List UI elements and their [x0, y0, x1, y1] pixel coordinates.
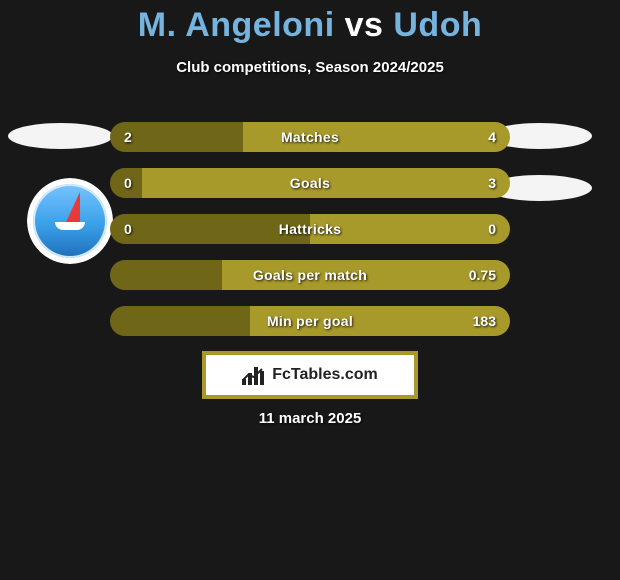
- comparison-bars: 24Matches 03Goals 00Hattricks 0.75Goals per…: [110, 122, 510, 352]
- bar-row: 03Goals: [110, 168, 510, 198]
- bar-left-fill: [110, 168, 142, 198]
- bar-row: 183Min per goal: [110, 306, 510, 336]
- bar-right-fill: [142, 168, 510, 198]
- team-logo-hull-icon: [55, 222, 85, 230]
- bar-row: 00Hattricks: [110, 214, 510, 244]
- bar-left-fill: [110, 260, 222, 290]
- bar-left-fill: [110, 306, 250, 336]
- title-right: Udoh: [393, 6, 482, 44]
- bar-right-fill: [250, 306, 510, 336]
- bar-row: 24Matches: [110, 122, 510, 152]
- bar-right-fill: [222, 260, 510, 290]
- bar-right-fill: [243, 122, 510, 152]
- watermark-text: FcTables.com: [272, 366, 378, 384]
- bar-chart-icon: [242, 365, 266, 385]
- team-logo: [27, 178, 113, 264]
- bar-left-fill: [110, 214, 310, 244]
- watermark-prefix: Fc: [272, 366, 291, 383]
- team-logo-sail-icon: [66, 192, 80, 222]
- page-title: M. Angeloni vs Udoh: [0, 0, 620, 45]
- subtitle: Club competitions, Season 2024/2025: [0, 59, 620, 76]
- watermark-suffix: .com: [340, 366, 377, 383]
- title-left: M. Angeloni: [138, 6, 335, 44]
- title-mid: vs: [335, 6, 394, 44]
- player-badge-left: [8, 123, 113, 149]
- bar-left-fill: [110, 122, 243, 152]
- watermark: FcTables.com: [202, 351, 418, 399]
- date-label: 11 march 2025: [0, 410, 620, 427]
- watermark-bold: Tables: [291, 366, 341, 383]
- bar-right-fill: [310, 214, 510, 244]
- bar-row: 0.75Goals per match: [110, 260, 510, 290]
